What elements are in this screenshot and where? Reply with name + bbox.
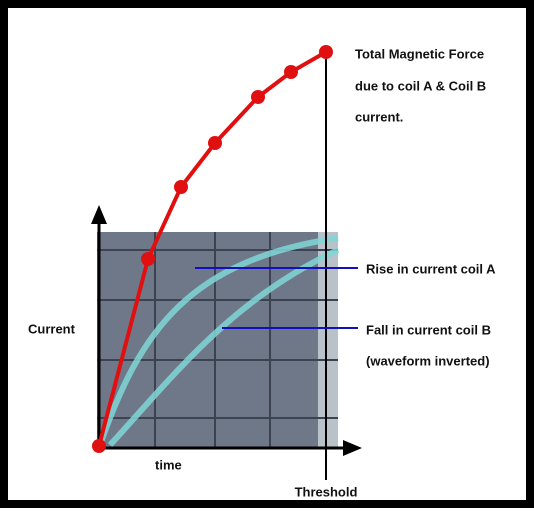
diagram: Total Magnetic Force due to coil A & Coi… xyxy=(0,0,534,508)
x-axis-label: time xyxy=(155,457,182,472)
title-line: due to coil A & Coil B xyxy=(355,78,486,93)
title-line: current. xyxy=(355,109,403,124)
annotation: (waveform inverted) xyxy=(366,353,490,368)
oscilloscope-image xyxy=(97,232,338,447)
annotation: Rise in current coil A xyxy=(366,261,496,276)
annotation: Fall in current coil B xyxy=(366,322,491,337)
threshold-label: Threshold xyxy=(295,484,358,499)
title-line: Total Magnetic Force xyxy=(355,46,484,61)
y-axis-label: Current xyxy=(28,321,76,336)
